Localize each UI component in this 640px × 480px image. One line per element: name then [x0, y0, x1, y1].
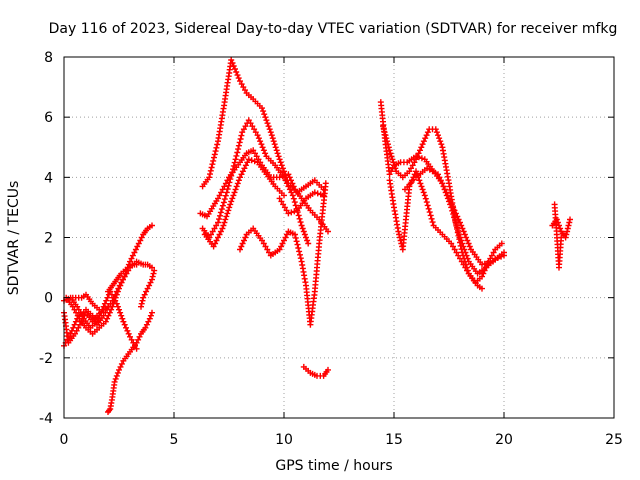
- y-tick-label: 4: [44, 170, 53, 186]
- plot-frame: [63, 56, 615, 419]
- y-axis-label: SDTVAR / TECUs: [6, 181, 22, 296]
- data-series-19: [402, 165, 507, 268]
- y-tick-label: 8: [44, 50, 53, 66]
- data-series-12: [201, 156, 287, 250]
- data-series-7: [105, 309, 155, 415]
- x-tick-label: 10: [275, 432, 293, 448]
- data-series-18: [386, 168, 485, 292]
- data-series-10: [199, 57, 327, 196]
- data-series-6: [105, 261, 140, 295]
- data-series-5: [69, 291, 103, 313]
- data-series: [61, 57, 573, 415]
- data-series-16: [377, 99, 507, 277]
- y-tick-label: 2: [44, 231, 53, 247]
- data-series-13: [237, 180, 329, 328]
- y-tick-label: -4: [39, 411, 53, 427]
- y-tick-label: 6: [44, 110, 53, 126]
- x-tick-label: 25: [605, 432, 623, 448]
- data-series-14: [276, 189, 327, 217]
- y-tick-label: -2: [39, 351, 53, 367]
- x-tick-label: 15: [385, 432, 403, 448]
- data-series-8: [138, 267, 158, 310]
- x-tick-label: 5: [170, 432, 179, 448]
- x-tick-label: 0: [60, 432, 69, 448]
- data-series-11: [199, 117, 312, 247]
- chart-title: Day 116 of 2023, Sidereal Day-to-day VTE…: [49, 21, 618, 37]
- grid-lines: [64, 57, 614, 418]
- data-series-17: [380, 123, 505, 286]
- data-series-21: [551, 201, 565, 271]
- y-tick-label: 0: [44, 291, 53, 307]
- data-series-15: [300, 363, 331, 379]
- x-axis-label: GPS time / hours: [275, 458, 392, 474]
- axis-ticks: [63, 56, 615, 419]
- tick-labels: 0 5 10 15 20 25 -4 -2 0 2 4 6 8: [39, 50, 623, 448]
- data-series-20: [549, 216, 573, 241]
- x-tick-label: 20: [495, 432, 513, 448]
